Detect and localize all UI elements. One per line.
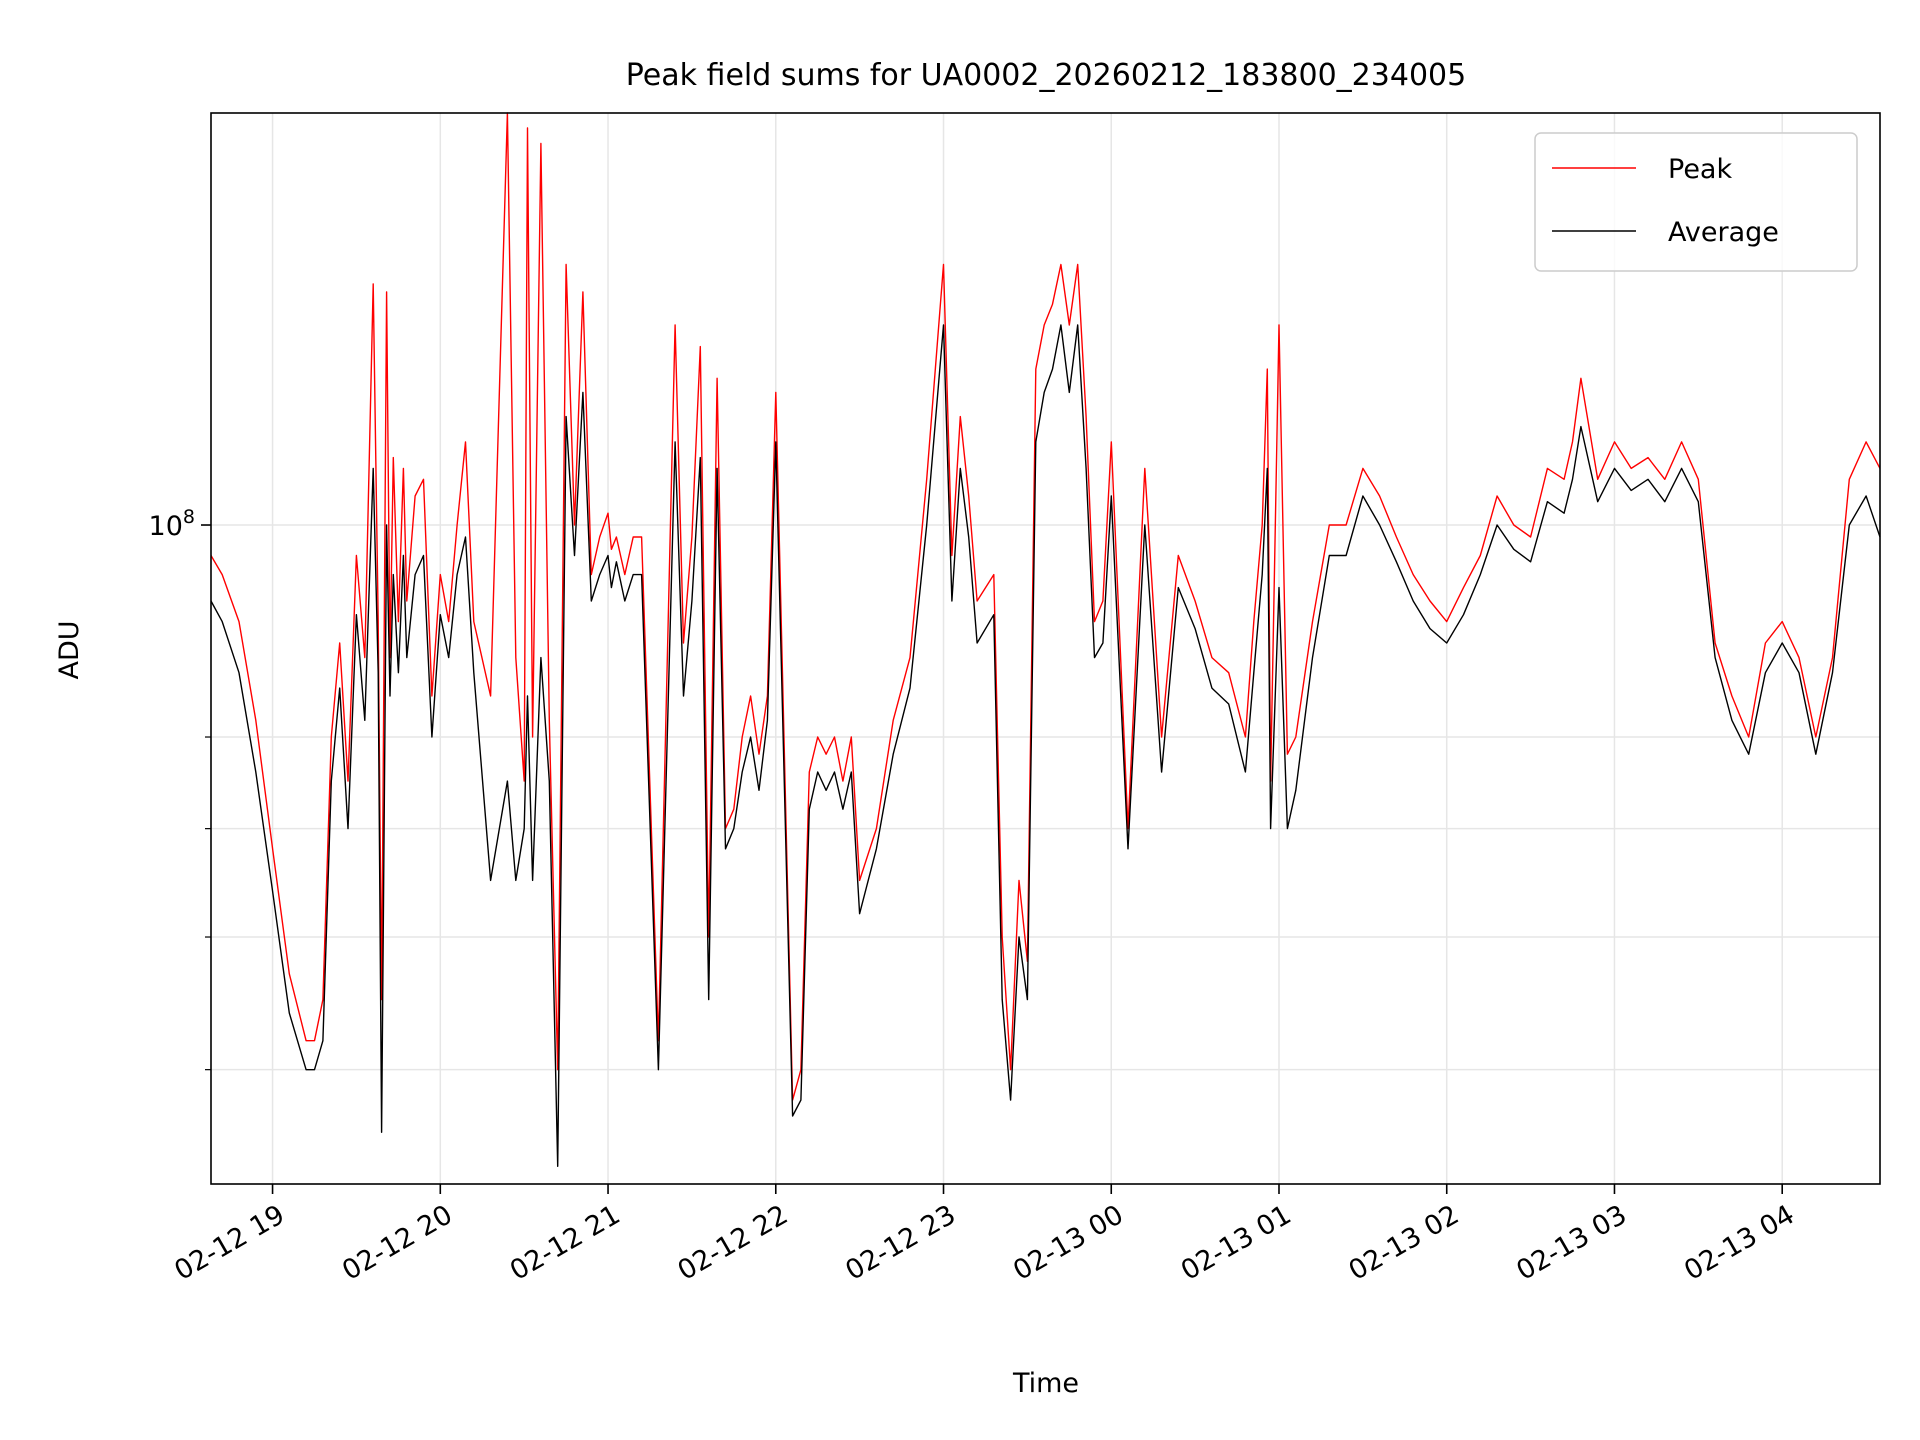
series-line-peak [210,112,1881,1101]
legend-average-label: Average [1668,217,1779,248]
grid-lines [211,113,1880,1184]
series-line-average [210,324,1881,1167]
legend: Peak Average [1534,132,1858,272]
plot-area-frame [210,112,1881,1185]
chart-title: Peak field sums for UA0002_20260212_1838… [626,58,1466,93]
series-lines [210,112,1881,1167]
legend-peak-label: Peak [1668,154,1732,185]
y-tick-label: 108 [149,506,195,542]
x-axis-label: Time [1012,1368,1079,1399]
y-axis-label: ADU [54,620,85,679]
